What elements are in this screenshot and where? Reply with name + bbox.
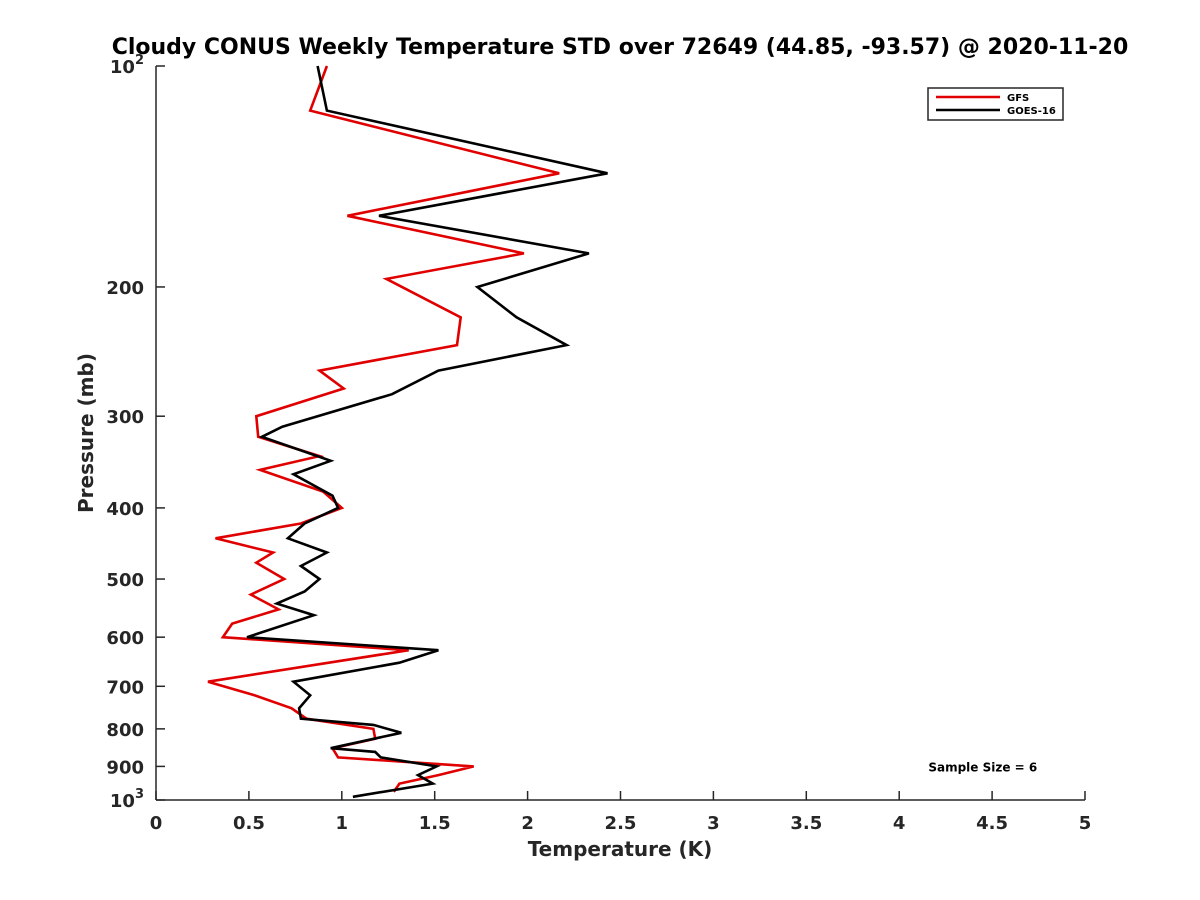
- x-tick-label: 3: [707, 813, 720, 834]
- y-tick-label: 300: [106, 407, 144, 428]
- y-tick-label-base: 300: [106, 407, 144, 428]
- series-layer: [207, 65, 608, 799]
- x-tick-label: 2: [521, 813, 534, 834]
- y-tick-label: 900: [106, 757, 144, 778]
- x-tick-label: 4: [893, 813, 906, 834]
- series-line-goes16: [246, 65, 608, 799]
- y-tick-label: 500: [106, 570, 144, 591]
- y-tick-label: 600: [106, 628, 144, 649]
- sample-size-annotation: Sample Size = 6: [928, 760, 1037, 774]
- chart-title: Cloudy CONUS Weekly Temperature STD over…: [112, 35, 1129, 60]
- x-tick-label: 1: [336, 813, 349, 834]
- y-tick-label-base: 500: [106, 570, 144, 591]
- y-axis-label: Pressure (mb): [74, 353, 98, 513]
- x-tick-label: 1.5: [419, 813, 451, 834]
- y-tick-label-base: 200: [106, 278, 144, 299]
- x-tick-label: 3.5: [790, 813, 822, 834]
- legend: GFS GOES-16: [927, 87, 1064, 121]
- x-axis-label: Temperature (K): [528, 837, 713, 861]
- legend-box: [927, 87, 1064, 121]
- legend-label-goes16: GOES-16: [1007, 106, 1056, 117]
- legend-label-gfs: GFS: [1007, 93, 1029, 104]
- y-tick-label: 800: [106, 720, 144, 741]
- x-tick-label: 2.5: [605, 813, 637, 834]
- x-tick-label: 4.5: [976, 813, 1008, 834]
- y-tick-label-base: 10: [110, 791, 135, 812]
- y-tick-label: 200: [106, 278, 144, 299]
- y-tick-label-exponent: 2: [135, 53, 144, 68]
- axes: 0 0.5 1 1.5 2 2.5 3 3.5 4 4.5 5 102200300400500600…: [106, 53, 1091, 834]
- y-tick-label-base: 400: [106, 499, 144, 520]
- y-tick-label: 103: [110, 787, 144, 812]
- x-tick-label: 0: [150, 813, 163, 834]
- y-tick-label: 102: [110, 53, 144, 78]
- y-tick-label-base: 900: [106, 757, 144, 778]
- y-tick-label-base: 800: [106, 720, 144, 741]
- annotations: Sample Size = 6: [928, 760, 1037, 774]
- y-tick-label-base: 10: [110, 57, 135, 78]
- y-tick-label: 400: [106, 499, 144, 520]
- x-ticks: 0 0.5 1 1.5 2 2.5 3 3.5 4 4.5 5: [150, 791, 1092, 834]
- y-tick-label-base: 600: [106, 628, 144, 649]
- x-tick-label: 0.5: [233, 813, 265, 834]
- x-tick-label: 5: [1079, 813, 1092, 834]
- y-tick-label: 700: [106, 677, 144, 698]
- y-tick-label-base: 700: [106, 677, 144, 698]
- series-line-gfs: [207, 65, 560, 793]
- y-tick-label-exponent: 3: [135, 787, 144, 802]
